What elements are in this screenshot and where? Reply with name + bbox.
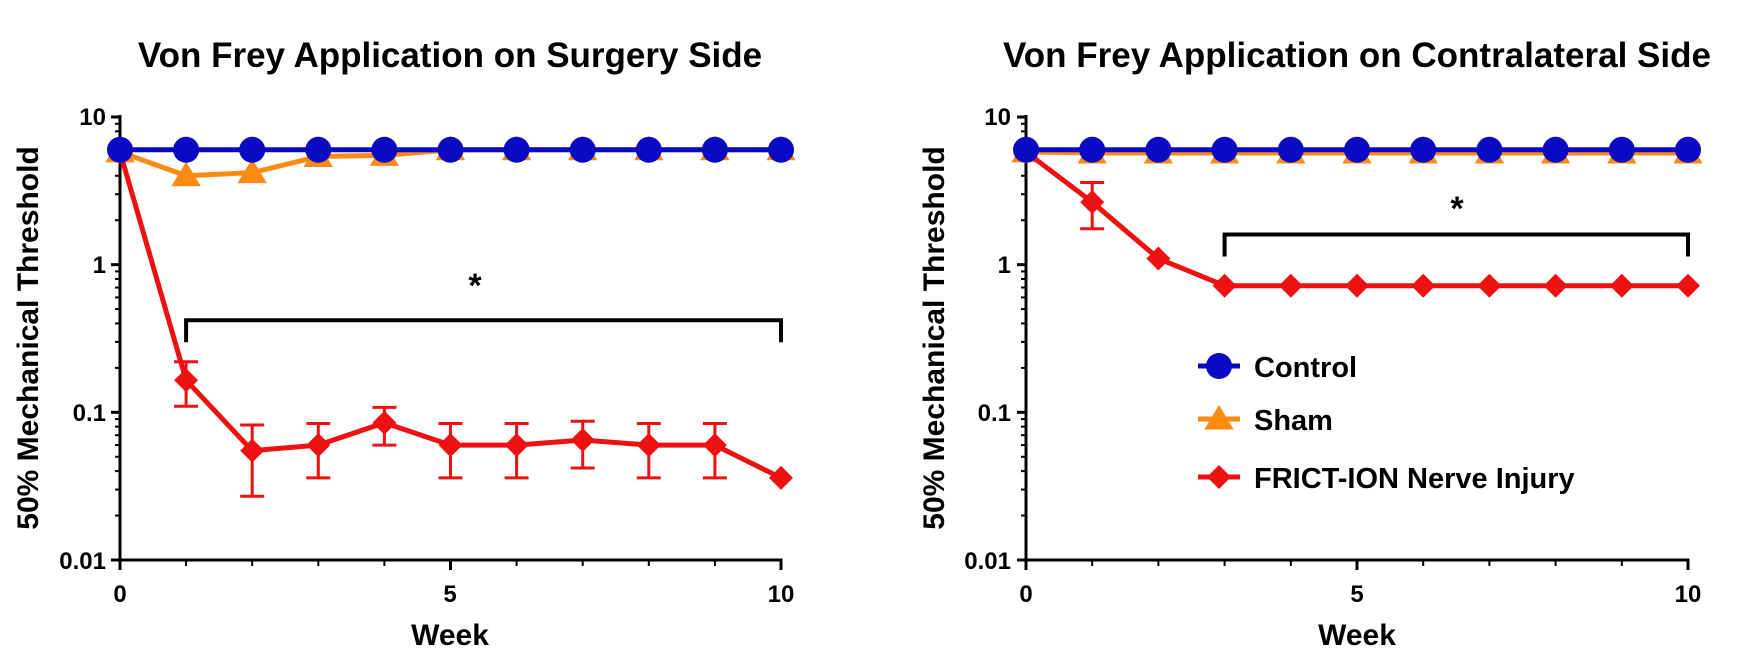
data-point-control [569,136,596,163]
y-tick-label: 0.1 [73,400,106,427]
significance-bracket [1222,232,1690,257]
x-tick-label: 0 [113,581,126,608]
data-point-frict-ion-nerve-injury [1212,273,1237,298]
legend-item-sham: Sham [1198,405,1333,437]
data-point-frict-ion-nerve-injury [1345,273,1369,298]
significance-bracket [184,318,783,343]
data-point-control [107,136,133,163]
x-tick-label: 10 [768,581,795,608]
data-point-control [173,136,200,163]
data-point-frict-ion-nerve-injury [438,433,463,458]
data-point-sham [171,161,201,187]
data-point-control [1344,136,1370,163]
data-point-sham [237,158,267,184]
data-point-control [503,136,530,163]
legend-label: FRICT-ION Nerve Injury [1254,463,1575,495]
data-point-frict-ion-nerve-injury [1477,273,1502,298]
y-tick-label: 1 [93,252,106,279]
x-tick-label: 10 [1675,581,1702,608]
x-axis-label: Week [411,619,489,652]
chart-title: Von Frey Application on Contralateral Si… [1003,36,1711,75]
data-point-control [701,136,728,163]
significance-asterisk: * [1450,190,1464,228]
chart-title: Von Frey Application on Surgery Side [138,36,762,75]
data-point-control [1277,136,1304,163]
legend-label: Sham [1254,405,1333,437]
data-point-control [1145,136,1172,163]
data-point-frict-ion-nerve-injury [702,433,727,458]
y-axis-label: 50% Mechanical Threshold [918,146,951,529]
data-point-frict-ion-nerve-injury [1543,273,1568,298]
data-point-control [1476,136,1503,163]
data-point-frict-ion-nerve-injury [636,433,661,458]
legend-label: Control [1254,352,1357,384]
data-point-frict-ion-nerve-injury [1146,246,1171,271]
x-tick-label: 5 [1350,581,1363,608]
data-point-frict-ion-nerve-injury [1676,273,1700,298]
data-point-frict-ion-nerve-injury [306,433,331,458]
data-point-control [768,136,794,163]
y-tick-label: 1 [998,252,1011,279]
data-point-control [1013,136,1039,163]
data-point-control [1079,136,1106,163]
data-point-control [1542,136,1569,163]
data-point-control [371,136,398,163]
data-point-frict-ion-nerve-injury [504,433,529,458]
y-axis-label: 50% Mechanical Threshold [12,146,45,529]
data-point-control [437,136,464,163]
y-tick-label: 0.01 [59,548,106,575]
y-tick-label: 0.1 [978,400,1011,427]
significance-asterisk: * [468,267,482,305]
data-point-control [305,136,332,163]
y-tick-label: 10 [79,104,106,131]
legend-swatch-sham [1198,405,1240,430]
legend-item-injury: FRICT-ION Nerve Injury [1198,463,1575,495]
data-point-control [239,136,266,163]
data-point-frict-ion-nerve-injury [372,410,397,435]
data-point-control [1608,136,1635,163]
legend-marker [1204,405,1234,430]
data-point-frict-ion-nerve-injury [240,438,265,463]
x-tick-label: 5 [443,581,456,608]
data-point-frict-ion-nerve-injury [174,368,199,393]
data-point-frict-ion-nerve-injury [1411,273,1436,298]
legend: Control Sham FRICT-ION Nerve Injury [1198,352,1575,495]
x-tick-label: 0 [1019,581,1032,608]
data-point-control [1410,136,1437,163]
data-point-control [1675,136,1701,163]
legend-item-control: Control [1198,352,1357,384]
x-axis-label: Week [1318,619,1396,652]
series-line-frict-ion-nerve-injury [1024,149,1688,289]
data-point-frict-ion-nerve-injury [1609,273,1634,298]
data-point-frict-ion-nerve-injury [1080,190,1105,215]
data-point-frict-ion-nerve-injury [769,465,793,490]
data-point-control [635,136,662,163]
legend-marker [1206,353,1232,379]
chart-surgery-side: Von Frey Application on Surgery Side 50%… [12,36,796,652]
data-point-control [1211,136,1238,163]
data-point-frict-ion-nerve-injury [570,427,595,452]
legend-swatch-control [1198,353,1240,379]
y-tick-label: 0.01 [964,548,1011,575]
legend-swatch-injury [1198,465,1240,489]
y-tick-label: 10 [984,104,1011,131]
legend-marker [1207,465,1231,489]
data-point-frict-ion-nerve-injury [1278,273,1303,298]
chart-contralateral-side: Von Frey Application on Contralateral Si… [918,36,1711,652]
